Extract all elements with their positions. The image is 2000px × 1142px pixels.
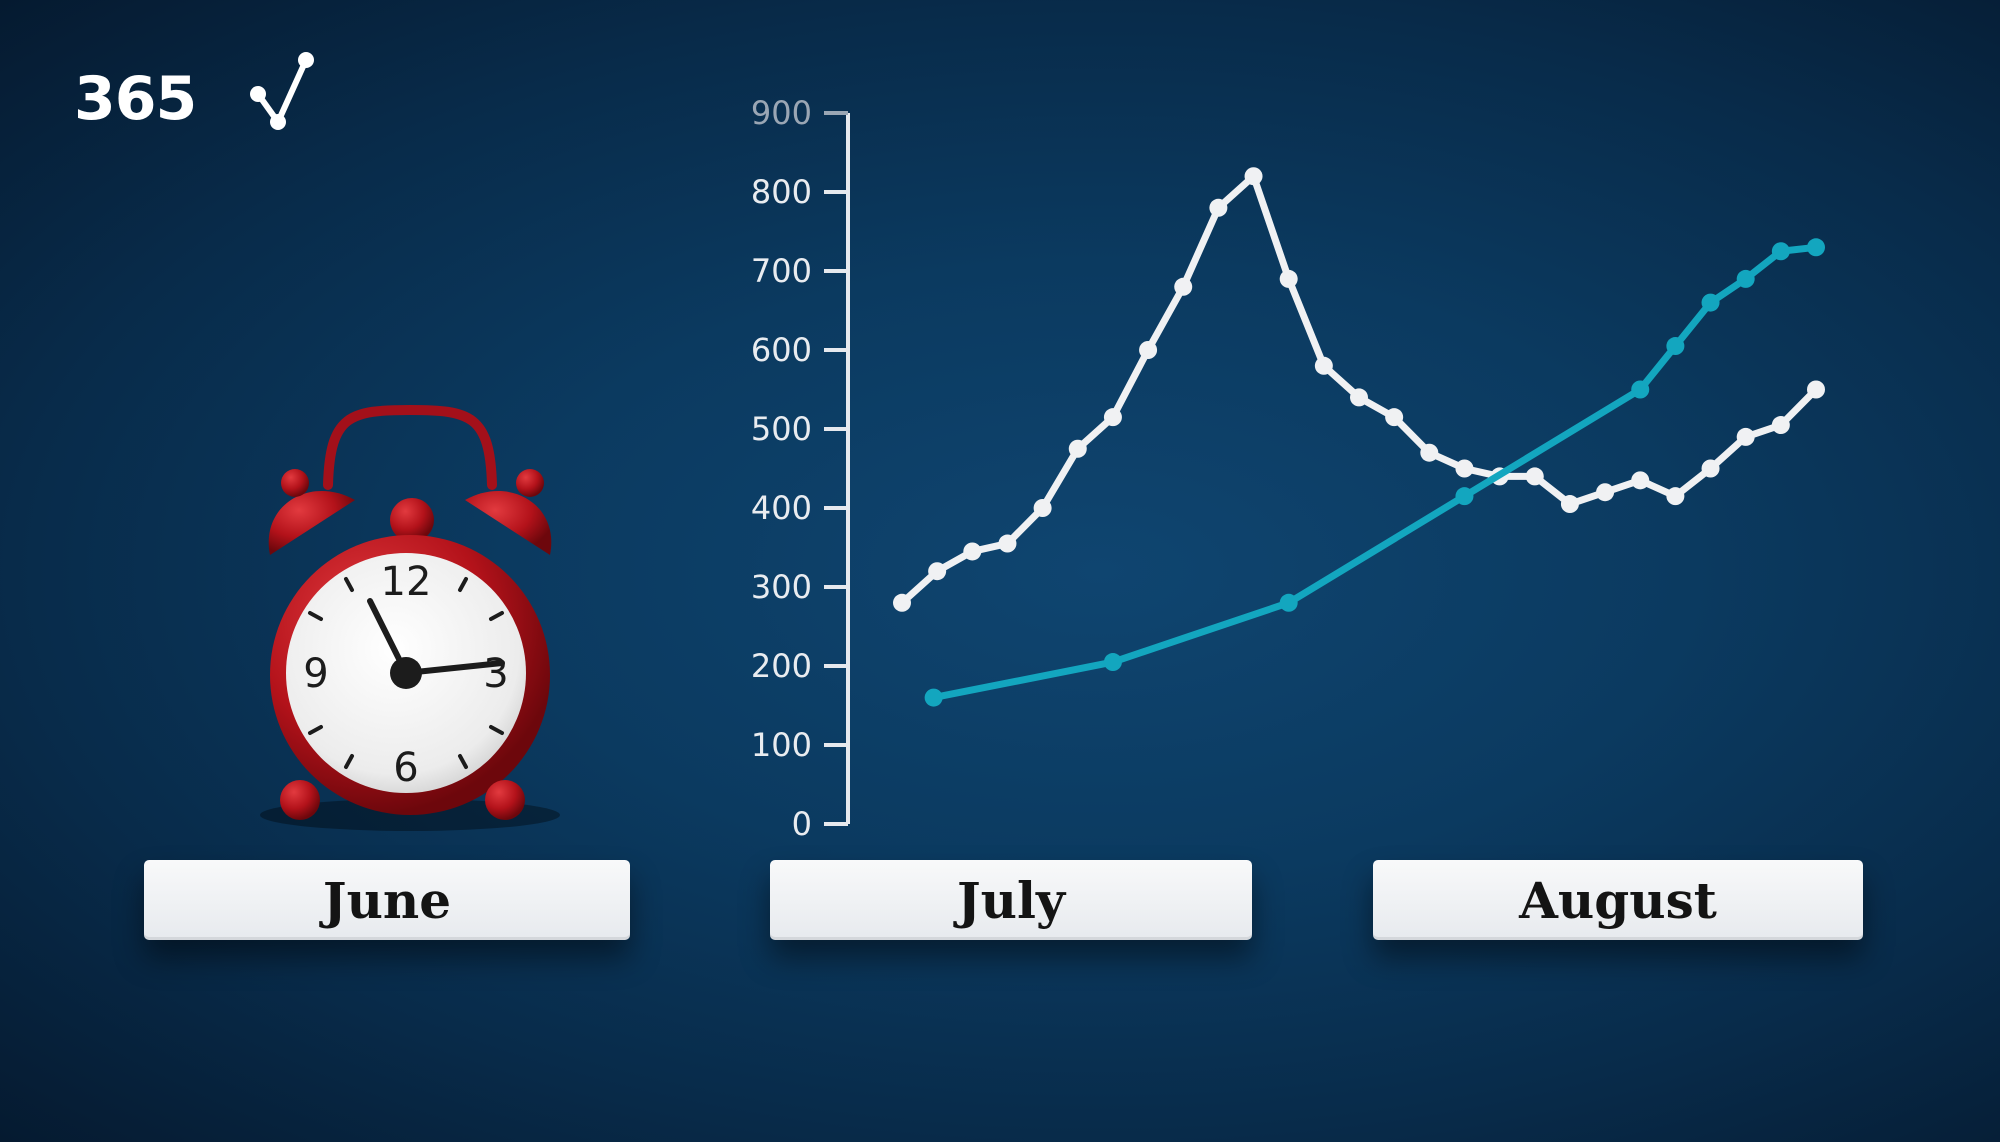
series-0-point (1736, 427, 1755, 446)
series-1-point (1103, 653, 1122, 672)
y-tick-label: 100 (751, 726, 812, 764)
clock-numeral-6: 6 (393, 745, 418, 791)
series-0-point (928, 562, 947, 581)
clock-numeral-12: 12 (381, 559, 432, 605)
series-0-point (1596, 483, 1615, 502)
series-0-point (1525, 467, 1544, 486)
network-check-icon (250, 52, 314, 130)
series-0-point (1385, 408, 1404, 427)
brand-logo: 365 (74, 52, 314, 142)
series-line-1 (930, 243, 1820, 702)
month-block-june: June (144, 860, 630, 940)
series-0-point (1174, 277, 1193, 296)
series-1-point (1807, 238, 1825, 257)
series-1-point (1666, 337, 1685, 356)
series-0-point (1701, 459, 1720, 478)
series-0-point (1666, 487, 1685, 506)
series-1-point (1701, 293, 1720, 312)
series-1-point (1771, 242, 1790, 261)
series-0-point (1314, 356, 1333, 375)
series-0-point (1033, 499, 1052, 517)
series-1-point (1631, 380, 1650, 399)
chart-series (893, 167, 1825, 707)
series-0-point (1068, 439, 1087, 458)
series-0-point (1771, 416, 1790, 435)
series-1-point (1279, 593, 1298, 612)
series-0-point (1455, 459, 1474, 478)
series-1-point (1736, 269, 1755, 288)
series-0-point (1209, 198, 1228, 217)
series-0-point (1560, 495, 1579, 514)
y-tick-label: 900 (751, 94, 812, 132)
series-1-point (1455, 487, 1474, 506)
series-0-point (963, 542, 982, 561)
series-0-point (1139, 341, 1158, 359)
series-0-point (1350, 388, 1368, 407)
y-tick-label: 200 (751, 647, 812, 685)
month-block-july: July (770, 860, 1252, 940)
series-0-point (1244, 167, 1263, 186)
series-0-point (1279, 269, 1298, 288)
y-tick-label: 300 (751, 568, 812, 606)
series-0-point (893, 593, 911, 612)
clock-numeral-9: 9 (303, 651, 328, 697)
clock-numeral-3: 3 (483, 651, 508, 697)
y-tick-label: 0 (792, 805, 812, 843)
y-tick-label: 500 (751, 410, 812, 448)
series-0-point (1631, 471, 1650, 490)
y-tick-label: 700 (751, 252, 812, 290)
y-tick-label: 800 (751, 173, 812, 211)
series-0-point (1420, 443, 1439, 462)
series-1-point (924, 688, 943, 707)
logo-text: 365 (74, 64, 197, 134)
month-block-august: August (1373, 860, 1863, 940)
y-tick-label: 600 (751, 331, 812, 369)
y-tick-label: 400 (751, 489, 812, 527)
y-axis: 0 100 200 300 400 500 600 700 800 900 (751, 94, 850, 843)
series-0-point (1103, 408, 1122, 427)
series-0-point (998, 534, 1017, 553)
alarm-clock-icon: 12 3 6 9 (260, 404, 560, 831)
series-0-point (1807, 380, 1825, 399)
